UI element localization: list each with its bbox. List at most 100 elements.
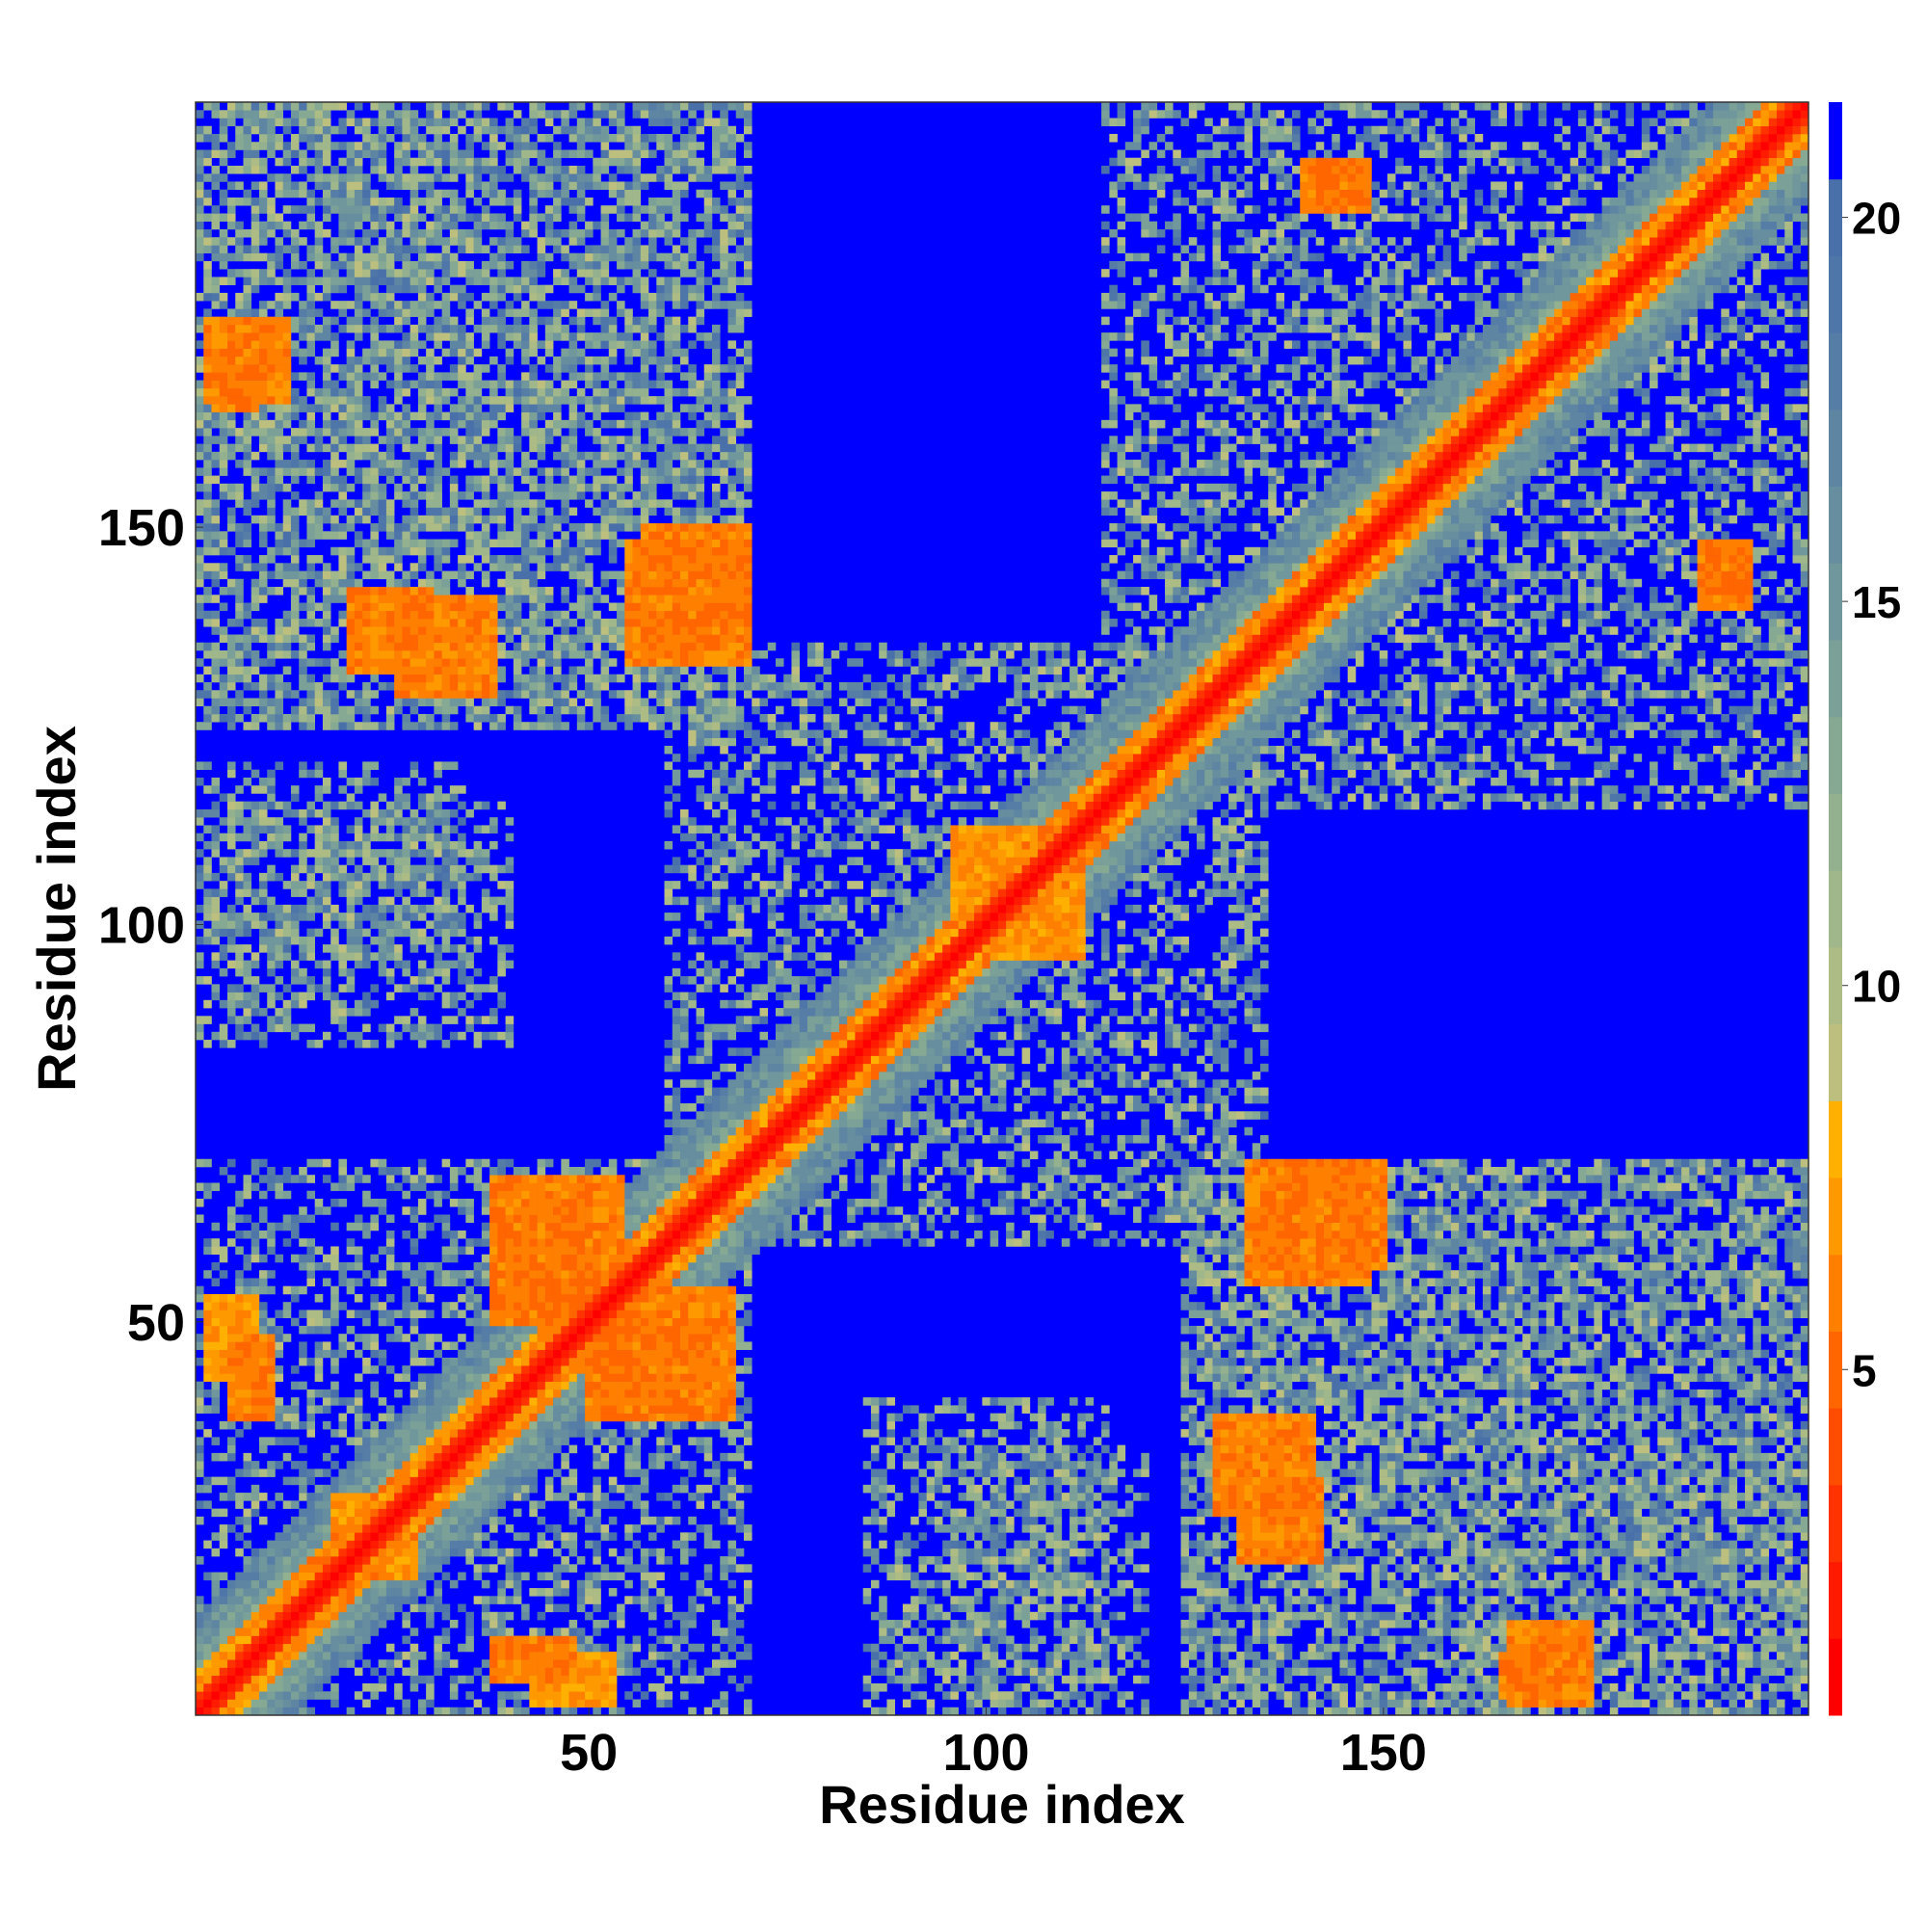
heatmap-cell <box>441 1040 451 1048</box>
heatmap-cell <box>267 332 276 341</box>
heatmap-cell <box>481 221 490 230</box>
heatmap-cell <box>458 507 466 516</box>
heatmap-cell <box>243 1365 252 1374</box>
heatmap-cell <box>203 380 212 389</box>
heatmap-cell <box>354 690 363 699</box>
heatmap-cell <box>426 1444 435 1454</box>
heatmap-cell <box>370 292 379 302</box>
heatmap-cell <box>219 467 228 476</box>
heatmap-cell <box>290 1548 300 1557</box>
heatmap-cell <box>409 523 419 532</box>
heatmap-cell <box>370 1628 379 1636</box>
heatmap-cell <box>299 118 307 127</box>
heatmap-cell <box>434 451 442 461</box>
heatmap-cell <box>306 1691 315 1700</box>
heatmap-cell <box>226 411 236 421</box>
heatmap-cell <box>219 1341 228 1350</box>
heatmap-cell <box>322 864 331 874</box>
heatmap-cell <box>322 904 331 913</box>
heatmap-cell <box>449 404 459 412</box>
heatmap-cell <box>458 681 466 691</box>
heatmap-cell <box>473 1484 483 1494</box>
heatmap-cell <box>330 570 339 580</box>
heatmap-cell <box>251 1230 260 1239</box>
heatmap-cell <box>196 722 204 730</box>
heatmap-cell <box>322 634 331 644</box>
heatmap-cell <box>275 634 284 644</box>
heatmap-cell <box>489 1564 498 1573</box>
heatmap-cell <box>362 491 371 500</box>
heatmap-cell <box>473 1493 483 1501</box>
heatmap-cell <box>211 348 221 357</box>
heatmap-cell <box>489 324 498 333</box>
heatmap-cell <box>211 1611 221 1621</box>
heatmap-cell <box>458 436 466 444</box>
heatmap-cell <box>481 1452 490 1462</box>
heatmap-cell <box>473 539 483 548</box>
heatmap-cell <box>465 857 474 865</box>
heatmap-cell <box>449 722 459 730</box>
heatmap-cell <box>290 404 300 412</box>
heatmap-cell <box>434 801 442 810</box>
heatmap-cell <box>299 348 307 357</box>
heatmap-cell <box>354 849 363 858</box>
heatmap-cell <box>251 428 260 437</box>
heatmap-cell <box>267 936 276 945</box>
heatmap-cell <box>385 1572 395 1581</box>
heatmap-cell <box>346 340 356 349</box>
heatmap-cell <box>434 1452 442 1462</box>
heatmap-cell <box>354 499 363 508</box>
heatmap-cell <box>330 1588 339 1597</box>
heatmap-cell <box>458 1413 466 1422</box>
heatmap-cell <box>322 356 331 365</box>
heatmap-cell <box>196 952 204 961</box>
heatmap-cell <box>258 1516 268 1525</box>
heatmap-cell <box>314 1373 324 1382</box>
heatmap-cell <box>409 690 419 699</box>
heatmap-cell <box>409 308 419 317</box>
heatmap-cell <box>251 467 260 476</box>
heatmap-cell <box>267 1325 276 1335</box>
heatmap-cell <box>378 1548 387 1557</box>
heatmap-cell <box>338 713 347 723</box>
heatmap-cell <box>235 690 244 699</box>
heatmap-cell <box>417 1444 427 1454</box>
heatmap-cell <box>402 881 410 889</box>
heatmap-cell <box>243 269 252 278</box>
heatmap-cell <box>370 1572 379 1581</box>
heatmap-cell <box>338 277 347 285</box>
heatmap-cell <box>489 277 498 285</box>
heatmap-cell <box>338 1643 347 1653</box>
heatmap-cell <box>385 555 395 564</box>
heatmap-cell <box>489 1278 498 1286</box>
heatmap-cell <box>243 499 252 508</box>
heatmap-cell <box>409 499 419 508</box>
heatmap-cell <box>465 245 474 253</box>
heatmap-cell <box>385 1508 395 1518</box>
heatmap-cell <box>378 396 387 405</box>
heatmap-cell <box>434 380 442 389</box>
heatmap-cell <box>322 587 331 595</box>
heatmap-cell <box>346 499 356 508</box>
heatmap-cell <box>251 1548 260 1557</box>
heatmap-cell <box>251 888 260 897</box>
heatmap-cell <box>282 1222 292 1231</box>
heatmap-cell <box>426 411 435 421</box>
heatmap-cell <box>473 1444 483 1454</box>
heatmap-cell <box>338 419 347 429</box>
heatmap-cell <box>370 1302 379 1310</box>
heatmap-cell <box>243 1420 252 1430</box>
heatmap-cell <box>338 999 347 1009</box>
heatmap-cell <box>330 1476 339 1486</box>
heatmap-cell <box>346 252 356 262</box>
heatmap-cell <box>226 364 236 373</box>
heatmap-cell <box>314 849 324 858</box>
heatmap-cell <box>275 674 284 683</box>
heatmap-cell <box>226 793 236 802</box>
heatmap-cell <box>465 872 474 882</box>
heatmap-cell <box>489 165 498 174</box>
heatmap-cell <box>290 1699 300 1708</box>
heatmap-cell <box>434 1667 442 1677</box>
heatmap-cell <box>306 1508 315 1518</box>
heatmap-cell <box>370 118 379 127</box>
